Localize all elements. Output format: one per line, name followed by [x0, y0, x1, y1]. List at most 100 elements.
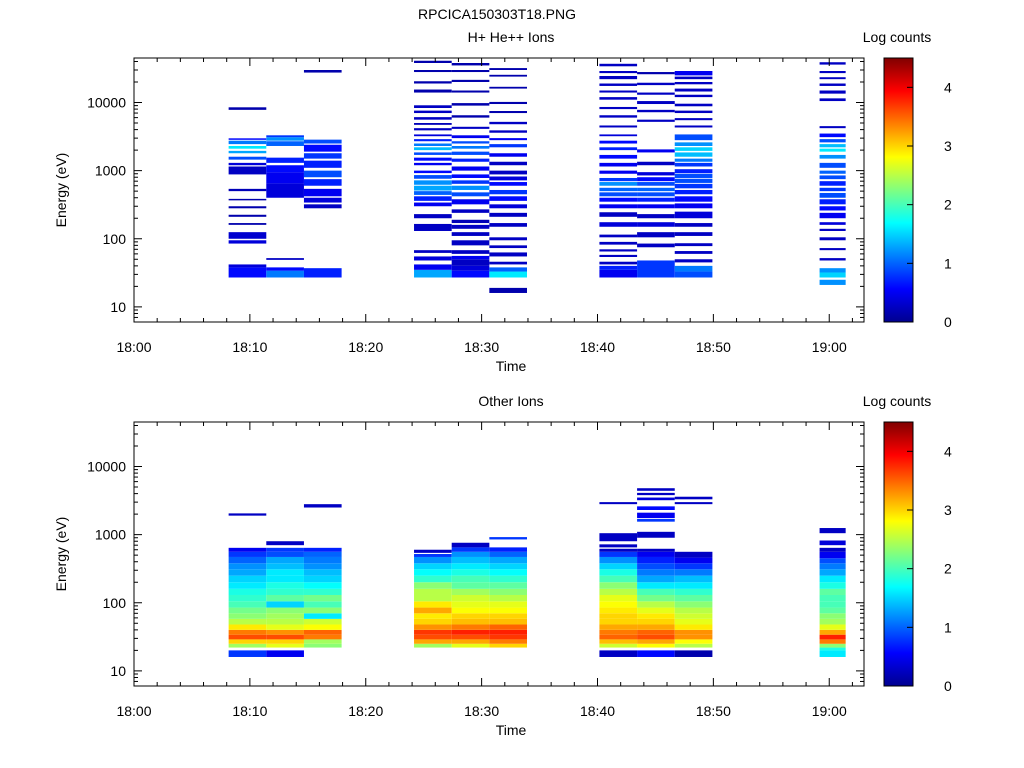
heatmap-cell: [599, 140, 638, 144]
figure-title: RPCICA150303T18.PNG: [418, 6, 576, 22]
heatmap-cell: [414, 214, 452, 219]
heatmap-cell: [451, 613, 490, 619]
heatmap-cell: [819, 528, 846, 534]
heatmap-cell: [414, 147, 452, 151]
heatmap-cell: [414, 110, 452, 114]
heatmap-cell: [637, 588, 675, 595]
heatmap-cell: [228, 569, 267, 576]
heatmap-cell: [674, 496, 713, 500]
heatmap-cell: [489, 267, 527, 272]
heatmap-cell: [819, 62, 846, 65]
heatmap-cell: [414, 250, 452, 253]
heatmap-cell: [451, 629, 490, 635]
heatmap-cell: [599, 115, 638, 118]
heatmap-cell: [674, 178, 713, 183]
heatmap-cell: [674, 557, 713, 564]
heatmap-cell: [674, 613, 713, 619]
heatmap-cell: [674, 152, 713, 157]
plot-frame: [133, 421, 865, 687]
heatmap-cell: [819, 90, 846, 94]
heatmap-cell: [303, 160, 342, 168]
heatmap-cell: [266, 141, 304, 146]
heatmap-cell: [303, 601, 342, 608]
heatmap-cell: [599, 643, 638, 648]
heatmap-cell: [819, 551, 846, 559]
heatmap-cell: [414, 81, 452, 84]
heatmap-cell: [414, 553, 452, 557]
heatmap-cell: [266, 551, 304, 557]
heatmap-cell: [266, 556, 304, 564]
heatmap-cell: [303, 575, 342, 583]
heatmap-cell: [599, 588, 638, 595]
heatmap-cell: [228, 206, 267, 209]
heatmap-cell: [599, 147, 638, 151]
colorbar-tick-label: 2: [944, 561, 952, 577]
colorbar-label: Log counts: [863, 29, 932, 45]
heatmap-cell: [599, 582, 638, 589]
heatmap-cell: [489, 223, 527, 227]
heatmap-cell: [489, 588, 527, 595]
heatmap-cell: [228, 643, 267, 648]
heatmap-cell: [819, 639, 846, 644]
x-axis-label: Time: [496, 722, 527, 738]
heatmap-cell: [637, 260, 675, 278]
heatmap-cell: [674, 71, 713, 76]
heatmap-cell: [489, 204, 527, 209]
heatmap-cell: [599, 551, 638, 557]
heatmap-cell: [451, 70, 490, 73]
heatmap-cell: [266, 547, 304, 552]
heatmap-cell: [674, 629, 713, 635]
heatmap-cell: [303, 153, 342, 159]
heatmap-cell: [819, 192, 846, 198]
heatmap-cell: [637, 643, 675, 648]
heatmap-cell: [637, 214, 675, 219]
heatmap-cell: [637, 531, 675, 538]
y-axis-label: Energy (eV): [53, 517, 69, 592]
heatmap-cell: [599, 629, 638, 635]
heatmap-cell: [414, 563, 452, 570]
heatmap-cell: [674, 624, 713, 630]
heatmap-cell: [451, 232, 490, 236]
x-tick-label: 18:10: [232, 703, 267, 719]
heatmap-cell: [674, 271, 713, 278]
heatmap-cell: [674, 110, 713, 114]
heatmap-cell: [489, 144, 527, 148]
heatmap-cell: [637, 177, 675, 182]
heatmap-cell: [674, 601, 713, 608]
heatmap-cell: [489, 74, 527, 77]
heatmap-cell: [674, 125, 713, 128]
heatmap-cell: [228, 240, 267, 244]
heatmap-cell: [414, 575, 452, 583]
heatmap-cell: [489, 634, 527, 640]
heatmap-cell: [451, 224, 490, 229]
heatmap-cell: [819, 222, 846, 225]
heatmap-cell: [303, 139, 342, 144]
heatmap-cell: [819, 175, 846, 180]
colorbar-tick-label: 0: [944, 678, 952, 694]
heatmap-cell: [637, 492, 675, 496]
heatmap-cell: [599, 90, 638, 93]
heatmap-cell: [451, 209, 490, 213]
heatmap-cell: [819, 133, 846, 138]
heatmap-cell: [819, 588, 846, 595]
heatmap-cell: [674, 551, 713, 558]
heatmap-cell: [266, 165, 304, 173]
heatmap-cell: [674, 147, 713, 151]
heatmap-cell: [819, 629, 846, 635]
heatmap-cell: [599, 204, 638, 209]
heatmap-cell: [451, 199, 490, 205]
heatmap-cell: [451, 618, 490, 625]
heatmap-cell: [674, 94, 713, 98]
heatmap-cell: [489, 639, 527, 644]
colorbar: Log counts 0 1 2 3 4: [863, 393, 952, 694]
heatmap-cell: [228, 156, 267, 160]
heatmap-cell: [819, 162, 846, 168]
heatmap-cell: [489, 629, 527, 635]
heatmap-cell: [637, 601, 675, 608]
heatmap-cell: [637, 634, 675, 640]
plot-frame: [133, 57, 865, 323]
heatmap-cell: [228, 150, 267, 154]
heatmap-cell: [228, 107, 267, 110]
heatmap-cell: [637, 595, 675, 602]
heatmap-cell: [819, 199, 846, 205]
